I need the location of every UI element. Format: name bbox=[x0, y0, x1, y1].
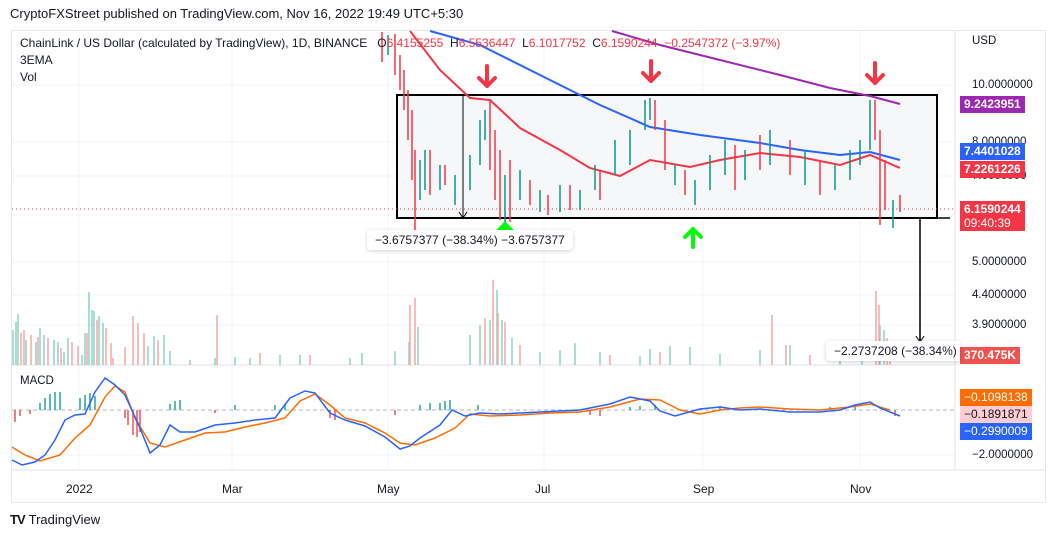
ema-purple-line bbox=[611, 30, 901, 105]
range-channel-rectangle[interactable] bbox=[396, 94, 938, 219]
time-tick: Sep bbox=[693, 482, 715, 496]
macd-histogram bbox=[14, 392, 896, 437]
macd-line bbox=[11, 376, 901, 466]
tradingview-logo-icon: TV bbox=[10, 512, 26, 527]
price-tick: 4.4000000 bbox=[972, 289, 1027, 301]
close-value: 6.1590244 bbox=[600, 36, 658, 50]
bar-countdown: 09:40:39 bbox=[964, 216, 1011, 230]
macd-histogram-tag: −0.1891871 bbox=[960, 406, 1032, 423]
ema-purple-tag: 9.2423951 bbox=[960, 96, 1025, 113]
price-tick: 10.0000000 bbox=[972, 79, 1033, 91]
symbol-legend-row[interactable]: ChainLink / US Dollar (calculated by Tra… bbox=[20, 36, 781, 50]
chart-frame[interactable] bbox=[11, 30, 1046, 503]
macd-signal-line bbox=[11, 385, 891, 462]
time-tick: Mar bbox=[222, 482, 243, 496]
last-price-tag: 6.1590244 09:40:39 bbox=[960, 201, 1025, 231]
chart-legend: ChainLink / US Dollar (calculated by Tra… bbox=[20, 35, 780, 86]
volume-bars bbox=[12, 280, 891, 365]
price-candles bbox=[381, 32, 901, 230]
change-value: −0.2547372 (−3.97%) bbox=[664, 36, 781, 50]
indicator-legend-3ema[interactable]: 3EMA bbox=[20, 53, 53, 67]
tradingview-brand: TradingView bbox=[28, 512, 101, 527]
macd-tick: −2.0000000 bbox=[972, 449, 1034, 461]
low-value: 6.1017752 bbox=[528, 36, 586, 50]
measure-label-left[interactable]: −3.6757377 (−38.34%) −3.6757377 bbox=[367, 230, 573, 250]
measure-label-right[interactable]: −2.2737208 (−38.34%) −2 bbox=[826, 341, 960, 361]
tradingview-footer[interactable]: TV TradingView bbox=[10, 512, 100, 527]
time-tick: Nov bbox=[850, 482, 872, 496]
price-tick: 5.0000000 bbox=[972, 256, 1027, 268]
time-tick: Jul bbox=[535, 482, 551, 496]
resistance-arrows bbox=[477, 59, 885, 88]
price-tick: 3.9000000 bbox=[972, 319, 1027, 331]
publish-header: CryptoFXStreet published on TradingView.… bbox=[10, 6, 464, 21]
indicator-legend-vol[interactable]: Vol bbox=[20, 70, 37, 84]
time-tick: May bbox=[377, 482, 400, 496]
open-value: 6.4155255 bbox=[386, 36, 444, 50]
macd-signal-tag: −0.1098138 bbox=[960, 389, 1032, 406]
volume-tag: 370.475K bbox=[960, 347, 1021, 364]
macd-legend[interactable]: MACD bbox=[20, 375, 54, 387]
symbol-title: ChainLink / US Dollar (calculated by Tra… bbox=[20, 36, 368, 50]
high-value: 6.5536447 bbox=[458, 36, 516, 50]
time-tick: 2022 bbox=[66, 482, 93, 496]
ema-red-tag: 7.2261226 bbox=[960, 161, 1025, 178]
last-price-value: 6.1590244 bbox=[964, 202, 1021, 216]
ema-blue-tag: 7.4401028 bbox=[960, 143, 1025, 160]
macd-line-tag: −0.2990009 bbox=[960, 423, 1032, 440]
currency-label[interactable]: USD bbox=[972, 35, 997, 47]
